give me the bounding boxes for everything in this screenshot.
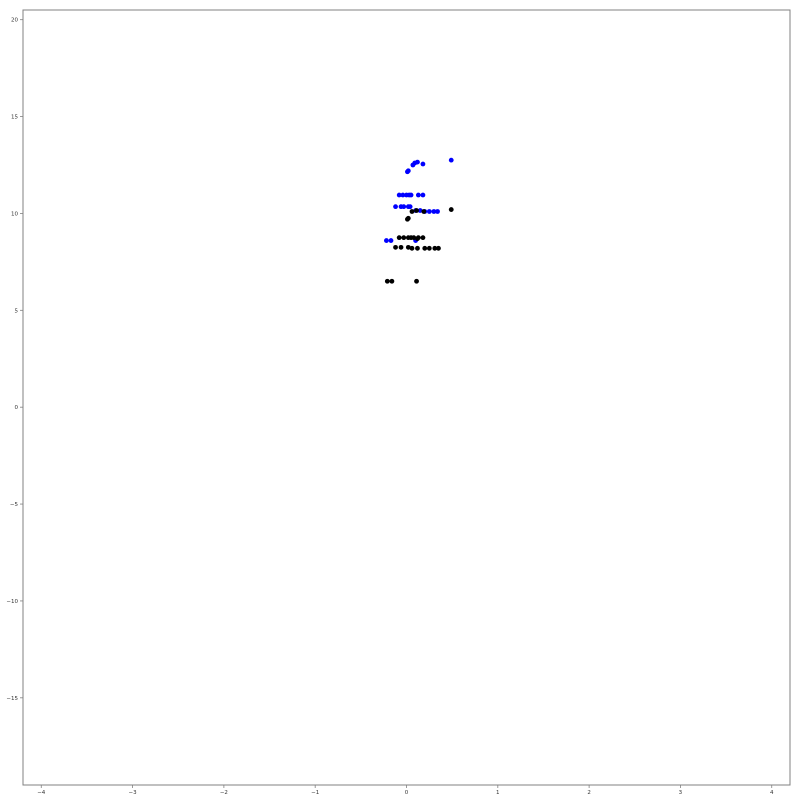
scatter-point [396, 235, 402, 241]
y-tick-label: −10 [6, 599, 18, 605]
scatter-point [435, 209, 440, 214]
scatter-point [431, 209, 437, 214]
scatter-point [436, 245, 441, 251]
y-tick-label: 0 [15, 405, 19, 411]
x-axis-ticks: −4 −3 −2 −1 0 1 2 3 4 [37, 785, 774, 796]
scatter-point [409, 209, 415, 214]
scatter-point [420, 235, 426, 241]
scatter-point [405, 244, 411, 250]
y-tick-label: 15 [11, 115, 18, 121]
scatter-point [401, 204, 407, 210]
x-tick-label: −1 [311, 790, 319, 796]
scatter-point [389, 278, 395, 284]
scatter-point [417, 208, 423, 213]
scatter-point [432, 245, 438, 251]
scatter-point [393, 204, 398, 210]
scatter-point [420, 161, 426, 167]
scatter-point [415, 159, 420, 165]
x-tick-label: −4 [37, 790, 46, 796]
x-tick-label: 4 [770, 790, 774, 796]
scatter-point [405, 216, 410, 222]
scatter-point [414, 208, 419, 213]
scatter-point [401, 235, 407, 241]
scatter-point [426, 209, 432, 214]
scatter-point [408, 192, 414, 198]
scatter-point [384, 278, 390, 284]
scatter-point [407, 204, 413, 210]
x-tick-label: −2 [220, 790, 228, 796]
scatter-point [426, 245, 432, 251]
y-tick-label: 10 [11, 211, 18, 217]
scatter-point [388, 238, 394, 243]
x-tick-label: 0 [405, 790, 409, 796]
scatter-point [384, 238, 389, 243]
scatter-point [414, 278, 419, 284]
scatter-point [400, 192, 406, 198]
scatter-point [405, 169, 410, 175]
x-tick-label: 1 [496, 790, 500, 796]
y-tick-label: 5 [15, 308, 19, 314]
scatter-point [411, 235, 417, 241]
x-tick-label: −3 [129, 790, 138, 796]
y-axis-ticks: −15 −10 −5 0 5 10 15 20 [6, 18, 23, 702]
scatter-point [420, 192, 426, 198]
scatter-point [448, 207, 454, 212]
x-tick-label: 3 [679, 790, 683, 796]
scatter-point [421, 209, 427, 214]
x-tick-label: 2 [587, 790, 591, 796]
scatter-point [398, 244, 404, 250]
scatter-point [415, 192, 421, 198]
scatter-point [448, 157, 454, 163]
plot-frame [22, 9, 791, 786]
y-tick-label: 20 [11, 18, 18, 24]
scatter-point [393, 244, 398, 250]
data-points [384, 157, 454, 284]
scatter-point [409, 245, 415, 251]
scatter-point [396, 192, 402, 198]
scatter-point [415, 245, 420, 251]
y-tick-label: −15 [6, 696, 18, 702]
scatter-point [415, 236, 420, 242]
y-tick-label: −5 [10, 502, 19, 508]
scatter-point [422, 245, 428, 251]
